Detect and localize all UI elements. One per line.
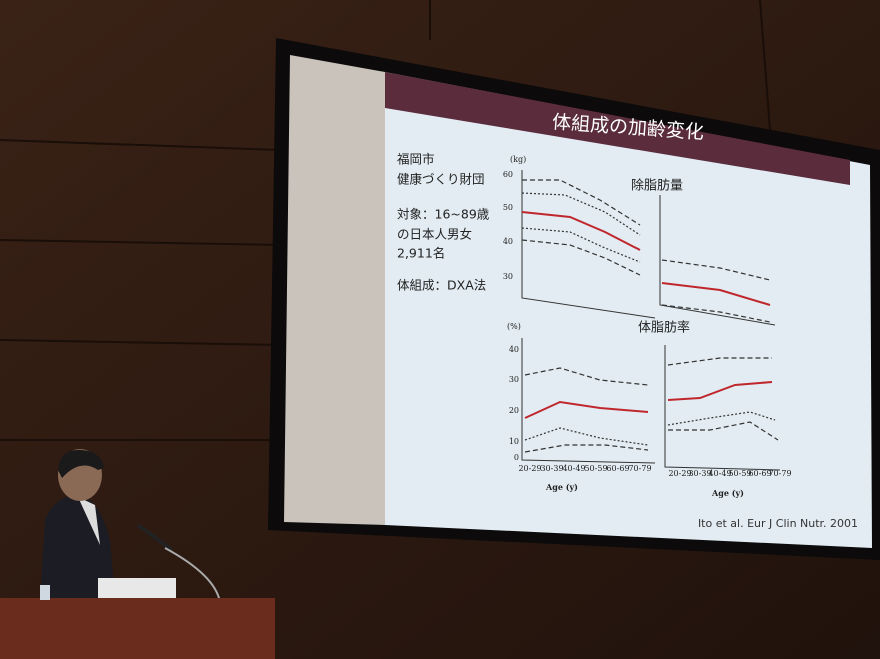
curves bbox=[521, 179, 779, 453]
x-tick-label: 40-49 bbox=[562, 464, 585, 473]
x-tick-label: 70-79 bbox=[768, 469, 791, 478]
x-tick-label: 30-39 bbox=[688, 469, 711, 478]
screen-left bbox=[284, 55, 385, 525]
podium bbox=[0, 598, 275, 659]
info-line: 対象：16~89歳 bbox=[397, 207, 490, 222]
y-tick-label: 40 bbox=[503, 237, 513, 246]
info-line: 2,911名 bbox=[397, 246, 445, 261]
chart-title: 除脂肪量 bbox=[631, 178, 683, 194]
x-tick-label: 70-79 bbox=[628, 464, 651, 473]
y-tick-label: 40 bbox=[509, 345, 519, 354]
y-tick-label: 50 bbox=[503, 203, 513, 212]
citation: Ito et al. Eur J Clin Nutr. 2001 bbox=[698, 517, 858, 530]
y-tick-label: 0 bbox=[514, 453, 519, 462]
y-tick-label: 30 bbox=[509, 375, 519, 384]
x-tick-label: 20-29 bbox=[518, 464, 541, 473]
x-tick-label: 50-59 bbox=[584, 464, 607, 473]
x-tick-label: 60-69 bbox=[748, 469, 771, 478]
wall-panels bbox=[0, 0, 771, 441]
info-line: 福岡市 bbox=[397, 152, 435, 167]
x-tick-label: 20-29 bbox=[668, 469, 691, 478]
title-bar bbox=[385, 72, 850, 185]
x-tick-label: 50-59 bbox=[728, 469, 751, 478]
chart-title: 体脂肪率 bbox=[638, 320, 690, 336]
y-tick-label: 60 bbox=[503, 170, 513, 179]
y-tick-label: 20 bbox=[509, 406, 519, 415]
info-line: 健康づくり財団 bbox=[397, 172, 485, 187]
bottle bbox=[40, 585, 50, 600]
x-labels: 20-2930-3940-4950-5960-6970-7920-2930-39… bbox=[518, 464, 791, 478]
info-line: の日本人男女 bbox=[397, 227, 472, 242]
speaker bbox=[40, 449, 115, 600]
x-axis-title: Age (y) bbox=[711, 488, 744, 498]
x-axis-title: Age (y) bbox=[545, 482, 578, 492]
y-tick-label: 30 bbox=[503, 272, 513, 281]
laptop bbox=[98, 578, 176, 598]
info-line: 体組成：DXA法 bbox=[397, 278, 486, 293]
unit-label: (kg) bbox=[510, 155, 526, 164]
x-tick-label: 30-39 bbox=[540, 464, 563, 473]
slide bbox=[385, 72, 872, 548]
y-tick-label: 10 bbox=[509, 437, 519, 446]
unit-label: (%) bbox=[507, 322, 521, 331]
x-tick-label: 40-49 bbox=[708, 469, 731, 478]
x-tick-label: 60-69 bbox=[606, 464, 629, 473]
microphone bbox=[136, 523, 221, 603]
